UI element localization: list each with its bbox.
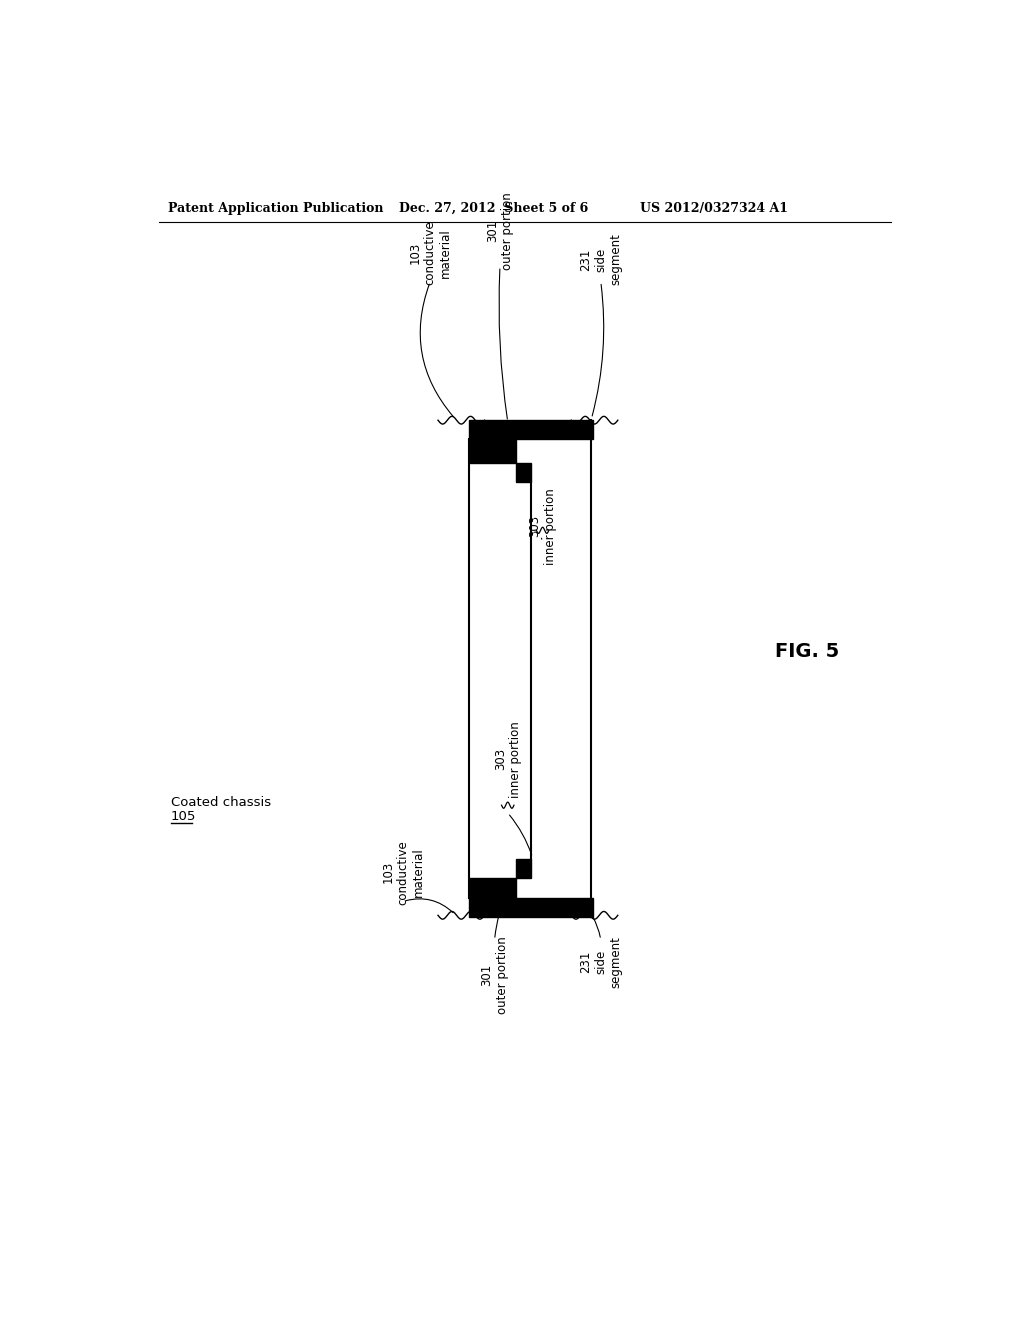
Text: Dec. 27, 2012  Sheet 5 of 6: Dec. 27, 2012 Sheet 5 of 6 (399, 202, 589, 215)
Polygon shape (469, 898, 593, 917)
Polygon shape (469, 878, 515, 898)
Text: US 2012/0327324 A1: US 2012/0327324 A1 (640, 202, 787, 215)
Text: 303
inner portion: 303 inner portion (494, 721, 522, 797)
Polygon shape (469, 420, 593, 440)
Polygon shape (469, 440, 515, 462)
Text: 303
inner portion: 303 inner portion (528, 488, 557, 565)
Text: 103
conductive
material: 103 conductive material (382, 840, 425, 904)
Text: Patent Application Publication: Patent Application Publication (168, 202, 384, 215)
Polygon shape (515, 462, 531, 482)
Text: Coated chassis: Coated chassis (171, 796, 270, 809)
Text: 231
side
segment: 231 side segment (580, 936, 623, 987)
Text: 301
outer portion: 301 outer portion (486, 193, 514, 271)
Text: 231
side
segment: 231 side segment (580, 234, 623, 285)
Text: 301
outer portion: 301 outer portion (480, 936, 509, 1014)
Text: 105: 105 (171, 810, 196, 822)
Text: FIG. 5: FIG. 5 (775, 642, 840, 661)
Polygon shape (515, 859, 531, 878)
Text: 103
conductive
material: 103 conductive material (409, 220, 452, 285)
